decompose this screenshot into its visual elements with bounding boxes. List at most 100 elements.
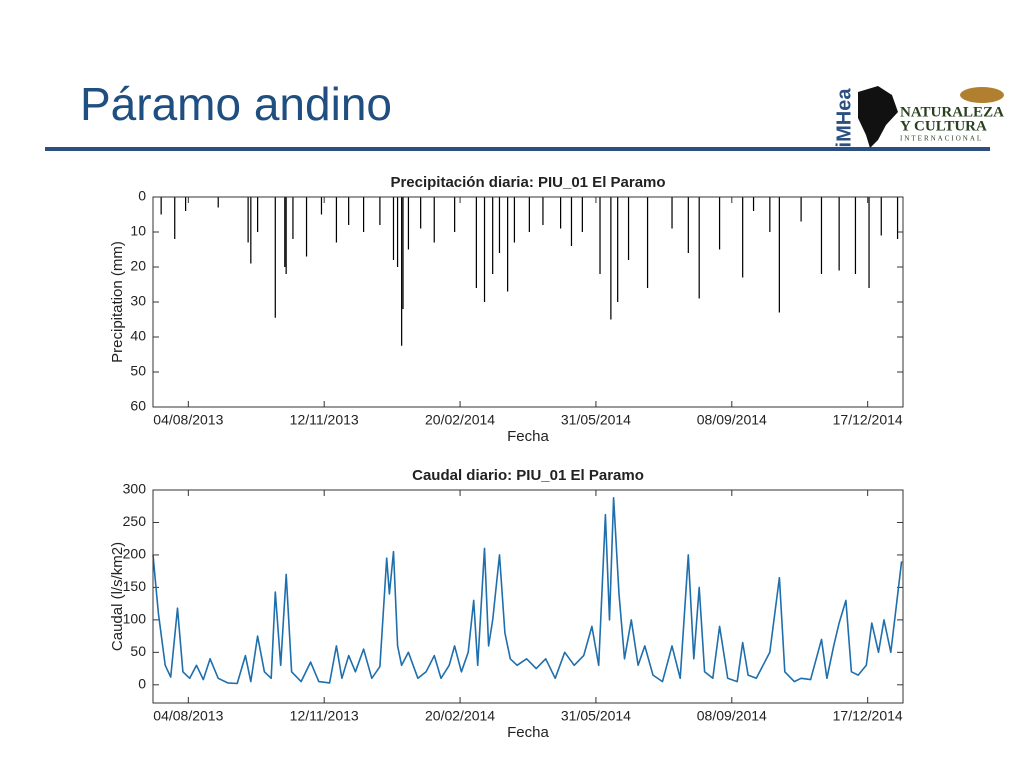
bar — [627, 197, 630, 260]
x-tick-label: 12/11/2013 — [290, 412, 359, 428]
y-tick-label: 100 — [123, 611, 147, 627]
bar — [769, 197, 771, 232]
bar — [687, 197, 689, 253]
bar — [407, 197, 410, 250]
x-tick-label: 20/02/2014 — [425, 412, 495, 428]
x-tick-label: 08/09/2014 — [697, 708, 767, 724]
flow-line — [152, 497, 903, 685]
y-axis-label: Caudal (l/s/km2) — [109, 542, 126, 651]
x-tick-label: 20/02/2014 — [425, 708, 495, 724]
bar — [174, 197, 176, 239]
x-axis-label: Fecha — [507, 724, 549, 741]
bar — [250, 197, 252, 264]
bar — [492, 197, 494, 274]
title-rule — [45, 147, 990, 151]
bar — [483, 197, 486, 302]
bar — [559, 197, 562, 229]
logo-line2: Y CULTURA — [900, 118, 987, 134]
y-tick-label: 0 — [138, 676, 146, 692]
bar — [507, 197, 509, 292]
bar — [401, 197, 403, 346]
y-tick-label: 50 — [130, 643, 146, 659]
bar — [362, 197, 365, 232]
jaguar-shape — [960, 87, 1004, 103]
bar — [868, 197, 870, 288]
x-tick-label: 12/11/2013 — [290, 708, 359, 724]
x-axis-label: Fecha — [507, 428, 549, 445]
slide-title: Páramo andino — [80, 78, 392, 130]
y-tick-label: 60 — [130, 398, 146, 414]
y-tick-label: 40 — [130, 328, 146, 344]
bar — [698, 197, 700, 299]
bar — [513, 197, 516, 243]
bar — [433, 197, 435, 243]
bar — [896, 197, 899, 239]
bar — [285, 197, 287, 274]
bar — [348, 197, 350, 225]
x-tick-label: 04/08/2013 — [153, 412, 223, 428]
bar — [396, 197, 399, 267]
bar — [880, 197, 882, 236]
chart-title: Caudal diario: PIU_01 El Paramo — [412, 467, 644, 484]
bar — [599, 197, 601, 274]
bar — [542, 197, 544, 225]
y-tick-label: 250 — [123, 513, 147, 529]
bar — [778, 197, 780, 313]
bar — [752, 197, 755, 211]
bar — [335, 197, 338, 243]
bar — [617, 197, 619, 302]
y-tick-label: 10 — [130, 223, 146, 239]
bar — [570, 197, 573, 246]
bar — [305, 197, 308, 257]
bar — [184, 197, 187, 211]
bar — [800, 197, 802, 222]
bar — [160, 197, 162, 215]
y-tick-label: 150 — [123, 578, 147, 594]
x-tick-label: 04/08/2013 — [153, 708, 223, 724]
bar — [742, 197, 744, 278]
x-tick-label: 17/12/2014 — [833, 708, 903, 724]
chart-title: Precipitación diaria: PIU_01 El Paramo — [390, 174, 665, 191]
bar — [402, 197, 404, 309]
y-tick-label: 50 — [130, 363, 146, 379]
logo-line3: INTERNACIONAL — [900, 135, 983, 143]
bar — [274, 197, 276, 318]
bar — [257, 197, 259, 232]
bar — [610, 197, 612, 320]
plot-frame — [152, 489, 904, 704]
logo-imhea: iMHea — [833, 88, 855, 148]
bar — [820, 197, 823, 274]
bar — [284, 197, 286, 267]
y-tick-label: 20 — [130, 258, 146, 274]
bar — [247, 197, 249, 243]
bar — [718, 197, 721, 250]
bar — [498, 197, 501, 253]
y-axis-label: Precipitation (mm) — [109, 241, 126, 363]
x-tick-label: 31/05/2014 — [561, 708, 631, 724]
bar — [379, 197, 381, 225]
bar — [392, 197, 395, 260]
y-tick-label: 300 — [123, 481, 147, 497]
bar — [475, 197, 477, 288]
bar — [671, 197, 673, 229]
x-tick-label: 17/12/2014 — [833, 412, 903, 428]
bar — [292, 197, 294, 239]
bar — [420, 197, 422, 229]
bar — [454, 197, 456, 232]
y-tick-label: 0 — [138, 188, 146, 204]
bar — [838, 197, 840, 271]
bar — [646, 197, 649, 288]
logo: iMHea NATURALEZA Y CULTURA INTERNACIONAL — [833, 86, 1004, 148]
bar — [320, 197, 323, 215]
bar — [217, 197, 219, 208]
plot-frame — [152, 196, 904, 408]
bar — [854, 197, 857, 274]
x-tick-label: 31/05/2014 — [561, 412, 631, 428]
y-tick-label: 200 — [123, 546, 147, 562]
logo-line1: NATURALEZA — [900, 104, 1004, 120]
y-tick-label: 30 — [130, 293, 146, 309]
x-tick-label: 08/09/2014 — [697, 412, 767, 428]
bar — [528, 197, 530, 232]
continent-shape — [858, 86, 898, 148]
